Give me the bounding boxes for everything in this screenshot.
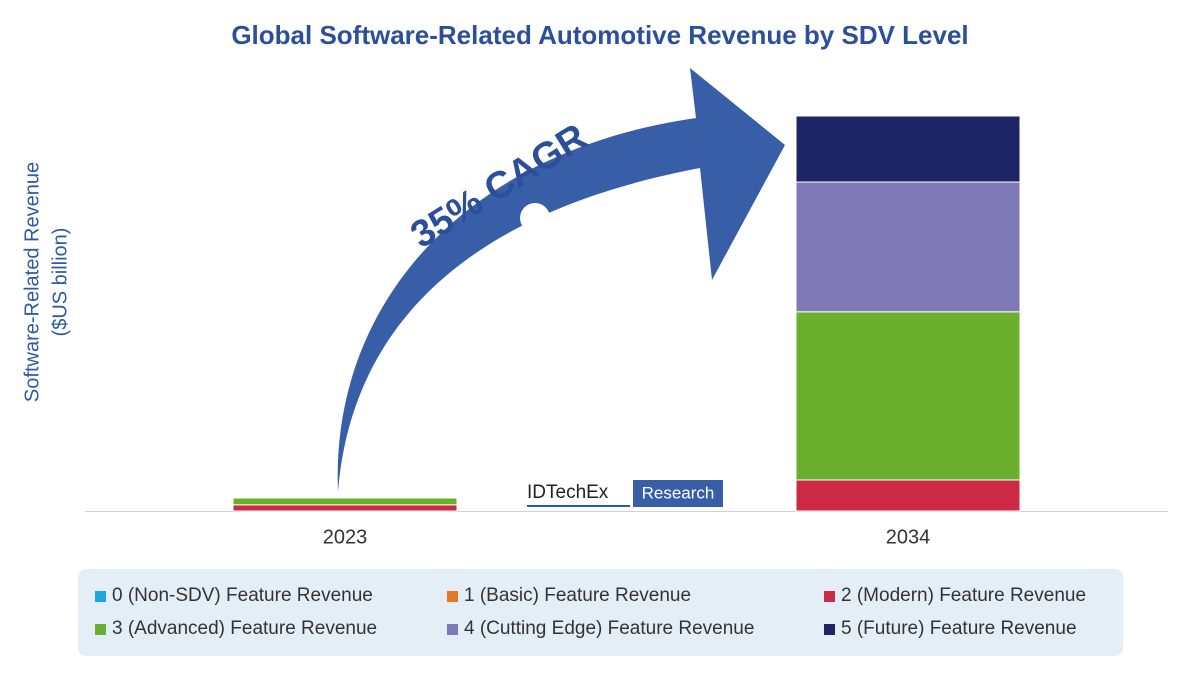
logo: IDTechEx Research [527,480,723,507]
legend-swatch [95,591,106,602]
bar-segment [795,311,1021,481]
legend-swatch [447,624,458,635]
growth-arrow [337,68,785,492]
y-axis-title-line: ($US billion) [49,228,71,337]
bar-segment [795,479,1021,512]
legend-swatch [824,624,835,635]
legend-box [78,569,1123,656]
legend-label: 2 (Modern) Feature Revenue [841,585,1086,606]
bar-segment [795,181,1021,313]
plot-area: 2023 2034 0 (Non-SDV) Feature Revenue 1 (Ba… [95,115,1086,639]
bar-segment [232,504,458,512]
logo-tag: Research [642,483,715,502]
arrow-dot [520,203,550,233]
y-axis-title-line: Software-Related Revenue [21,162,43,402]
legend-label: 1 (Basic) Feature Revenue [464,585,691,606]
bar-segment [795,115,1021,183]
legend-label: 5 (Future) Feature Revenue [841,618,1077,639]
legend-label: 4 (Cutting Edge) Feature Revenue [464,618,754,639]
legend-swatch [447,591,458,602]
legend-swatch [95,624,106,635]
y-axis-title: Software-Related Revenue ($US billion) [21,162,71,402]
x-tick-label: 2034 [886,526,931,548]
legend-swatch [824,591,835,602]
logo-box [633,480,723,507]
logo-name: IDTechEx [527,482,609,503]
x-tick-label: 2023 [323,526,368,548]
bar-segment [232,497,458,506]
chart-title: Global Software-Related Automotive Reven… [231,20,968,50]
legend-label: 0 (Non-SDV) Feature Revenue [112,585,373,606]
legend-label: 3 (Advanced) Feature Revenue [112,618,377,639]
